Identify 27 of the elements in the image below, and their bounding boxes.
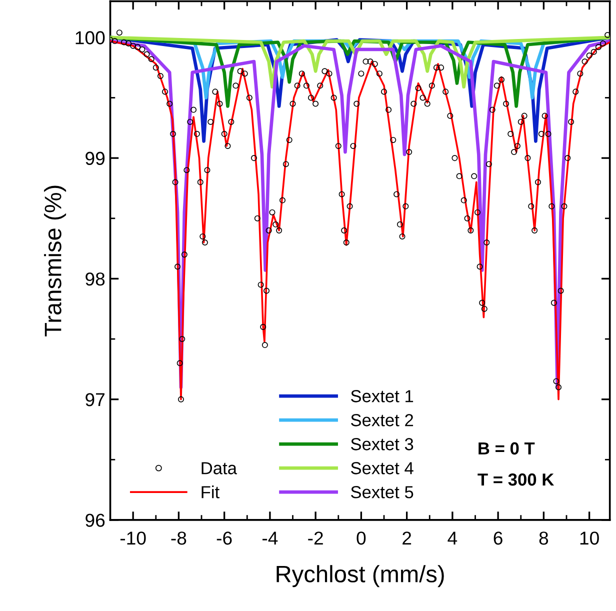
legend-label: Sextet 4 <box>350 462 414 474</box>
y-axis-title: Transmise (%) <box>44 186 66 336</box>
y-tick-label: 97 <box>86 393 104 406</box>
annotation: B = 0 T <box>478 442 535 455</box>
legend-label: Sextet 5 <box>350 486 414 498</box>
x-tick-label: 10 <box>580 532 599 545</box>
x-axis-title: Rychlost (mm/s) <box>276 565 444 588</box>
x-tick-label: 4 <box>448 532 458 545</box>
x-tick-label: 6 <box>494 532 502 545</box>
legend-label: Sextet 3 <box>350 438 414 450</box>
legend-label: Sextet 2 <box>350 414 414 426</box>
y-tick-label: 100 <box>76 31 105 44</box>
x-tick-label: 2 <box>402 532 412 545</box>
x-tick-label: -10 <box>120 532 146 545</box>
legend-label: Data <box>202 462 237 474</box>
y-tick-label: 98 <box>86 272 105 286</box>
x-tick-label: -4 <box>262 532 278 545</box>
x-tick-label: -6 <box>216 532 232 545</box>
legend-label: Fit <box>202 486 220 498</box>
y-tick-label: 96 <box>86 514 105 527</box>
x-tick-label: 0 <box>356 532 366 545</box>
annotation: T = 300 K <box>478 473 554 486</box>
x-tick-label: -2 <box>308 532 323 545</box>
x-tick-label: 8 <box>539 532 548 545</box>
x-tick-label: -8 <box>171 532 186 545</box>
legend-label: Sextet 1 <box>350 390 414 402</box>
y-tick-label: 99 <box>86 152 105 165</box>
